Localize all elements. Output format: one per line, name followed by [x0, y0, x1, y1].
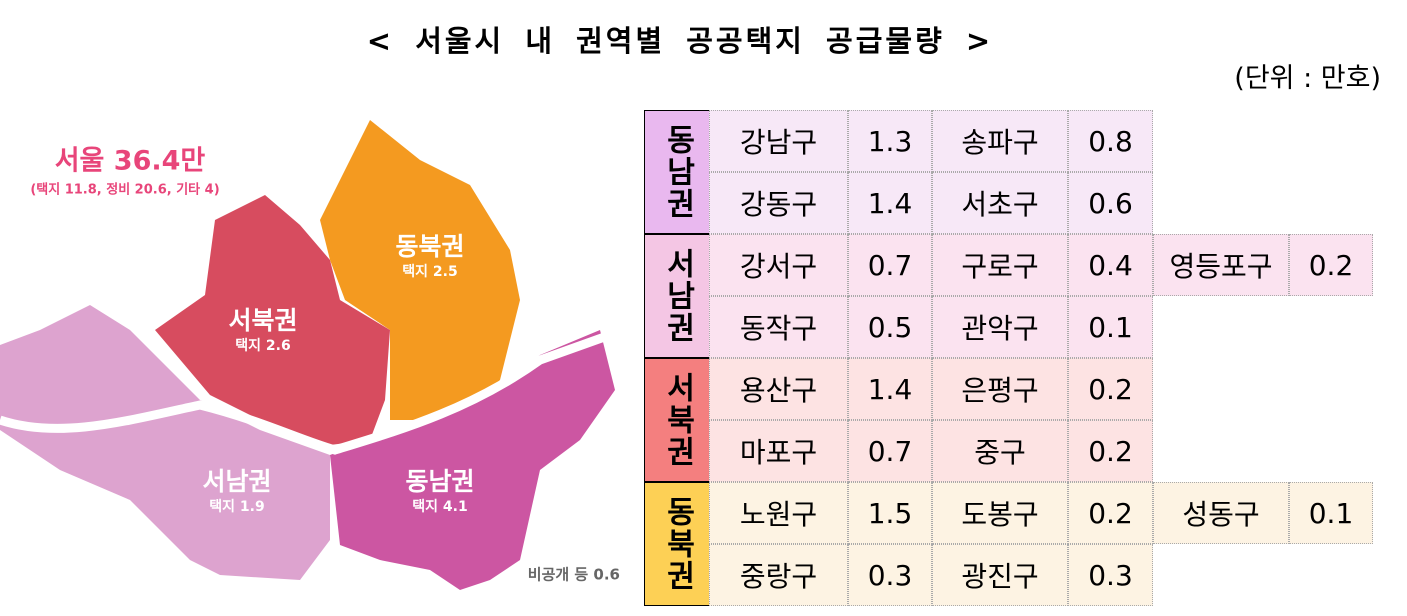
- value-cell: 0.2: [1068, 482, 1153, 544]
- value-cell: 0.3: [1068, 544, 1153, 606]
- river: [0, 330, 612, 455]
- district-cell: 성동구: [1153, 482, 1289, 544]
- map-total: 서울 36.4만: [55, 146, 206, 177]
- region-northeast: [320, 120, 520, 420]
- region-southeast: [330, 330, 615, 590]
- value-cell: 0.5: [848, 296, 932, 358]
- map-breakdown: (택지 11.8, 정비 20.6, 기타 4): [30, 182, 219, 198]
- value-cell: 0.1: [1289, 482, 1373, 544]
- district-cell: 마포구: [709, 420, 848, 482]
- region-label: 택지 1.9: [209, 498, 264, 515]
- value-cell: 1.5: [848, 482, 932, 544]
- unit: (단위 : 만호): [1234, 63, 1381, 94]
- district-cell: 영등포구: [1153, 234, 1289, 296]
- district-cell: 용산구: [709, 358, 848, 420]
- map: 서울 36.4만 (택지 11.8, 정비 20.6, 기타 4) 비공개 등 …: [0, 120, 620, 590]
- district-cell: 서초구: [932, 172, 1068, 234]
- district-cell: 광진구: [932, 544, 1068, 606]
- district-cell: 관악구: [932, 296, 1068, 358]
- map-note: 비공개 등 0.6: [528, 566, 620, 584]
- value-cell: 0.2: [1068, 358, 1153, 420]
- value-cell: 1.4: [848, 172, 932, 234]
- group-header: 동남권: [644, 110, 710, 234]
- district-cell: 동작구: [709, 296, 848, 358]
- district-cell: 중랑구: [709, 544, 848, 606]
- district-cell: 강서구: [709, 234, 848, 296]
- region-southwest: [0, 305, 330, 580]
- district-cell: 송파구: [932, 110, 1068, 172]
- value-cell: 0.3: [848, 544, 932, 606]
- district-cell: 도봉구: [932, 482, 1068, 544]
- district-cell: 노원구: [709, 482, 848, 544]
- region-label: 택지 2.6: [235, 337, 290, 354]
- region-label: 택지 2.5: [402, 263, 457, 280]
- value-cell: 0.2: [1289, 234, 1373, 296]
- value-cell: 0.4: [1068, 234, 1153, 296]
- region-name: 동남권: [405, 467, 474, 496]
- group-header: 서남권: [644, 234, 710, 358]
- title: < 서울시 내 권역별 공공택지 공급물량 >: [366, 24, 994, 58]
- value-cell: 0.2: [1068, 420, 1153, 482]
- value-cell: 1.3: [848, 110, 932, 172]
- group-header: 동북권: [644, 482, 710, 606]
- region-name: 서남권: [202, 467, 271, 496]
- value-cell: 0.7: [848, 420, 932, 482]
- district-cell: 강동구: [709, 172, 848, 234]
- region-name: 서북권: [228, 306, 297, 335]
- region-name: 동북권: [395, 232, 464, 261]
- value-cell: 1.4: [848, 358, 932, 420]
- value-cell: 0.1: [1068, 296, 1153, 358]
- value-cell: 0.8: [1068, 110, 1153, 172]
- value-cell: 0.7: [848, 234, 932, 296]
- region-label: 택지 4.1: [412, 498, 467, 515]
- region-northwest: [155, 195, 390, 445]
- group-header: 서북권: [644, 358, 710, 482]
- district-cell: 은평구: [932, 358, 1068, 420]
- value-cell: 0.6: [1068, 172, 1153, 234]
- district-cell: 구로구: [932, 234, 1068, 296]
- district-cell: 강남구: [709, 110, 848, 172]
- district-cell: 중구: [932, 420, 1068, 482]
